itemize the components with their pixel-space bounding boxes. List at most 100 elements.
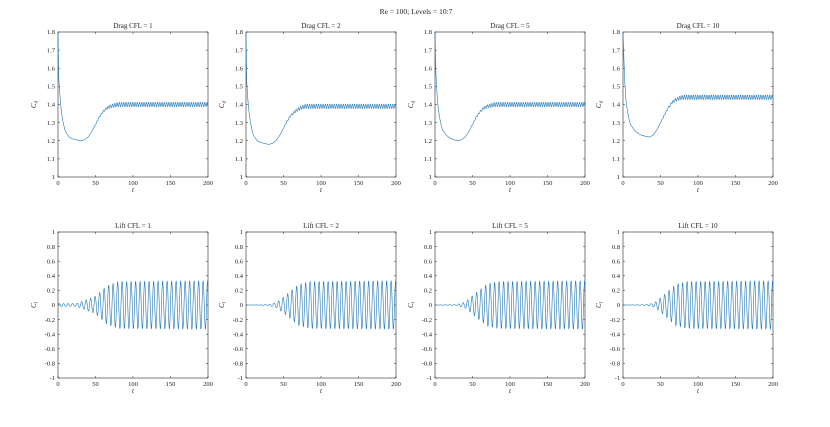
subplot-title: Lift CFL = 10	[678, 222, 718, 230]
x-tick-label: 150	[354, 180, 364, 187]
y-tick-label: 1.7	[235, 47, 244, 54]
x-axis-label: t	[132, 387, 135, 395]
y-tick-label: 0	[52, 302, 55, 309]
x-tick-label: 150	[543, 381, 553, 388]
y-tick-label: -0.2	[610, 317, 620, 324]
y-axis-label-base: C	[407, 103, 415, 108]
x-tick-label: 150	[354, 381, 364, 388]
y-tick-label: 0.2	[235, 288, 243, 295]
y-axis-label: Cl	[407, 301, 417, 308]
subplot-title: Drag CFL = 1	[113, 22, 153, 30]
y-tick-label: 1.1	[47, 156, 55, 163]
y-axis-label-subscript: l	[412, 301, 417, 303]
y-tick-label: 1.5	[424, 84, 432, 91]
y-tick-label: 1.6	[612, 65, 621, 72]
x-tick-label: 50	[657, 381, 664, 388]
y-tick-label: 0.6	[424, 258, 433, 265]
x-tick-label: 150	[731, 381, 741, 388]
x-tick-label: 150	[166, 180, 176, 187]
y-tick-label: 1	[52, 229, 55, 236]
subplot-grid: Drag CFL = 10 50 100 150 20011.11.21.31.41.5…	[30, 22, 778, 395]
y-tick-label: 1.8	[235, 29, 243, 36]
y-tick-label: -0.8	[610, 361, 620, 368]
figure-suptitle: Re = 100; Levels = 10:7	[380, 7, 453, 16]
y-axis-label: Cl	[595, 301, 605, 308]
x-tick-label: 200	[580, 180, 590, 187]
y-tick-label: 1	[240, 229, 243, 236]
y-tick-label: -1	[238, 375, 243, 382]
y-tick-label: 0.6	[235, 258, 244, 265]
y-tick-label: 0	[617, 302, 620, 309]
x-tick-label: 150	[166, 381, 176, 388]
y-tick-label: 1.1	[235, 156, 243, 163]
x-tick-label: 0	[244, 180, 247, 187]
x-tick-label: 100	[693, 180, 703, 187]
x-tick-label: 200	[768, 180, 778, 187]
y-tick-label: 0.8	[612, 244, 620, 251]
y-axis-label-base: C	[218, 103, 226, 108]
subplot-6: Lift CFL = 2 0 50 100 150 200 -1 -0.8 -0.6 -0.4 -0…	[218, 222, 401, 395]
x-tick-label: 100	[505, 180, 515, 187]
x-tick-label: 100	[128, 180, 138, 187]
x-tick-label: 0	[244, 381, 247, 388]
y-tick-label: -1	[427, 375, 432, 382]
y-tick-label: -0.2	[422, 317, 432, 324]
series-line-1	[246, 280, 397, 330]
y-tick-label: -0.4	[45, 331, 56, 338]
x-tick-label: 0	[621, 381, 624, 388]
x-tick-label: 0	[433, 180, 436, 187]
x-tick-label: 50	[469, 381, 476, 388]
y-axis-label-subscript: d	[600, 100, 605, 103]
y-tick-label: 0	[240, 302, 243, 309]
y-tick-label: 0.6	[612, 258, 621, 265]
y-tick-label: 0.8	[47, 244, 55, 251]
x-axis-label: t	[132, 186, 135, 194]
y-axis-label-subscript: l	[600, 301, 605, 303]
subplot-title: Lift CFL = 5	[492, 222, 528, 230]
y-tick-label: 0.4	[47, 273, 56, 280]
y-axis-label-subscript: d	[223, 100, 228, 103]
y-tick-label: 1	[617, 174, 620, 181]
x-tick-label: 200	[768, 381, 778, 388]
y-tick-label: 0.4	[235, 273, 244, 280]
y-tick-label: -0.6	[45, 346, 56, 353]
y-axis-label: Cd	[595, 100, 605, 108]
x-tick-label: 150	[731, 180, 741, 187]
y-tick-label: -0.2	[233, 317, 243, 324]
x-tick-label: 50	[92, 381, 99, 388]
y-tick-label: -0.8	[422, 361, 432, 368]
subplot-8: Lift CFL = 10 0 50 100 150 200 -1 -0.8 -0.6 -0.4 -…	[595, 222, 778, 395]
x-axis-label: t	[320, 186, 323, 194]
y-tick-label: 1.2	[47, 138, 55, 145]
y-tick-label: 0.8	[424, 244, 432, 251]
y-axis-label-base: C	[595, 303, 603, 308]
y-axis-label-base: C	[595, 103, 603, 108]
axes-box	[434, 31, 586, 178]
x-tick-label: 50	[280, 180, 287, 187]
x-axis-label: t	[320, 387, 323, 395]
axes-box	[57, 31, 209, 178]
subplot-title: Lift CFL = 2	[303, 222, 339, 230]
y-tick-label: 1.3	[47, 120, 55, 127]
x-axis-label: t	[509, 387, 512, 395]
x-tick-label: 100	[693, 381, 703, 388]
y-axis-label-subscript: l	[223, 301, 228, 303]
y-tick-label: 1.4	[47, 102, 56, 109]
x-tick-label: 50	[657, 180, 664, 187]
axes-box	[622, 31, 774, 178]
y-tick-label: 1.1	[424, 156, 432, 163]
y-tick-label: -1	[615, 375, 620, 382]
y-tick-label: 1	[617, 229, 620, 236]
x-axis-label: t	[697, 387, 700, 395]
y-tick-label: -0.8	[45, 361, 55, 368]
y-tick-label: 1.2	[424, 138, 432, 145]
subplot-4: Drag CFL = 10 0 50 100 150 200 1 1.1 1.2 1.3 1.4 1.…	[595, 22, 778, 194]
y-tick-label: 1.4	[235, 102, 244, 109]
x-tick-label: 100	[128, 381, 138, 388]
x-tick-label: 100	[316, 180, 326, 187]
series-line-1	[623, 280, 774, 330]
y-tick-label: -0.2	[45, 317, 55, 324]
y-tick-label: 1.5	[235, 84, 243, 91]
x-tick-label: 200	[580, 381, 590, 388]
y-tick-label: 1.6	[424, 65, 433, 72]
